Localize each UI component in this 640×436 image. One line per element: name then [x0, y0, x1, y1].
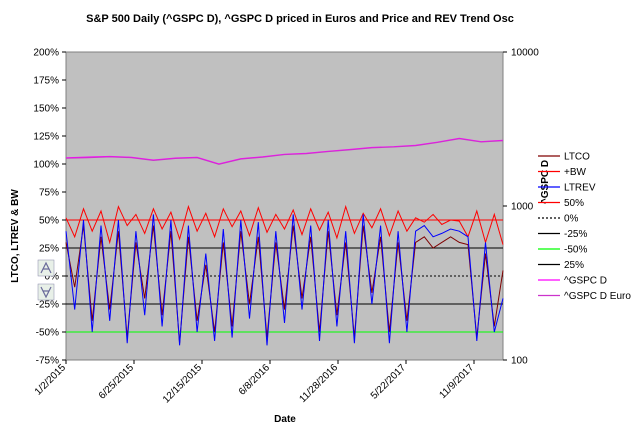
series-layer	[65, 137, 504, 346]
legend-label: 50%	[564, 198, 584, 209]
legend-label: ^GSPC D Euro	[564, 291, 631, 302]
y-axis-label-left: LTCO, LTREV & BW	[10, 189, 21, 283]
x-axis-ticks: 1/2/2015 6/25/2015 12/15/2015 6/8/2016 11/28…	[33, 360, 476, 406]
legend-label: ^GSPC D	[564, 276, 607, 287]
chart-title: S&P 500 Daily (^GSPC D), ^GSPC D priced …	[86, 13, 514, 25]
legend-label: 0%	[564, 214, 579, 225]
series-line	[65, 214, 504, 346]
x-tick-label: 11/28/2016	[297, 362, 340, 405]
left-tick-label: -25%	[36, 300, 59, 311]
right-tick-label: 1000	[511, 202, 534, 213]
x-tick-label: 11/9/2017	[437, 362, 476, 401]
left-tick-label: 150%	[33, 104, 59, 115]
right-tick-label: 10000	[511, 48, 539, 59]
left-tick-label: 200%	[33, 48, 59, 59]
right-axis-ticks: 10000 1000 100	[503, 48, 539, 367]
left-axis-ticks: 200% 175% 150% 125% 100% 75% 50% 25% 0% -25% -50% -…	[33, 48, 66, 367]
series-line	[65, 138, 504, 165]
legend-label: +BW	[564, 167, 587, 178]
legend-label: -25%	[564, 229, 587, 240]
right-tick-label: 100	[511, 356, 528, 367]
left-tick-label: -50%	[36, 328, 59, 339]
left-tick-label: 50%	[39, 216, 59, 227]
left-tick-label: 0%	[45, 272, 60, 283]
x-tick-label: 1/2/2015	[33, 362, 69, 398]
x-tick-label: 6/25/2015	[97, 362, 137, 402]
left-tick-label: 125%	[33, 132, 59, 143]
x-tick-label: 12/15/2015	[161, 362, 204, 405]
x-axis-label: Date	[274, 414, 296, 425]
plot-area	[65, 51, 504, 361]
x-tick-label: 6/8/2016	[237, 362, 273, 398]
left-tick-label: 75%	[39, 188, 59, 199]
left-tick-label: -75%	[36, 356, 59, 367]
y-axis-label-right: ^GSPC D	[540, 160, 551, 204]
bug-icon	[37, 283, 55, 301]
legend-label: LTREV	[564, 183, 596, 194]
x-tick-label: 5/22/2017	[369, 362, 409, 402]
left-tick-label: 175%	[33, 76, 59, 87]
bug-icon	[37, 259, 55, 277]
left-tick-label: 100%	[33, 160, 59, 171]
left-tick-label: 25%	[39, 244, 59, 255]
legend: LTCO +BW LTREV 50% 0% -25% -50% 25% ^GSPC D ^GSPC…	[538, 152, 631, 302]
legend-label: -50%	[564, 245, 587, 256]
reference-lines	[66, 219, 503, 333]
legend-label: 25%	[564, 260, 584, 271]
legend-label: LTCO	[564, 152, 590, 163]
series-line	[65, 204, 504, 245]
